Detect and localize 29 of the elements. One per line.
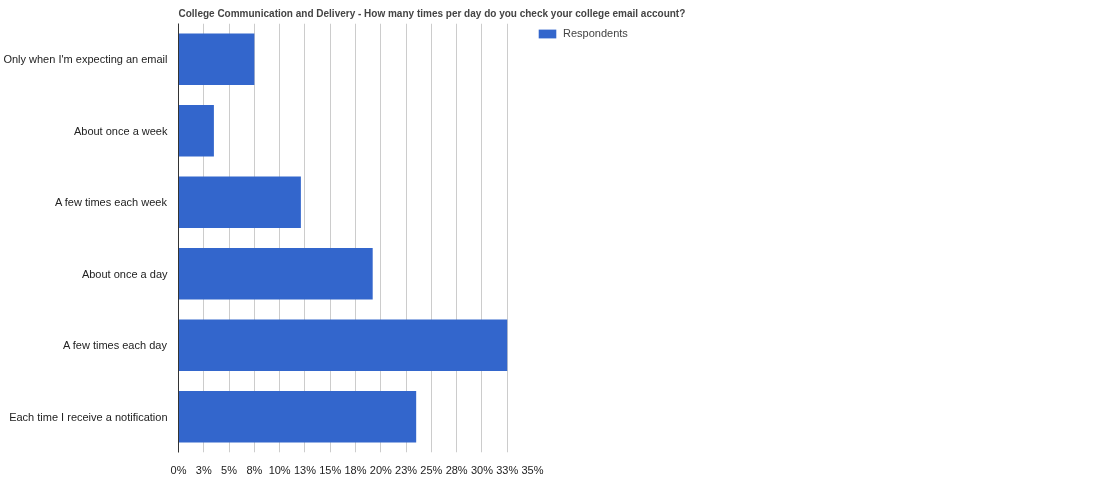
bar [178,105,214,157]
x-tick-label: 30% [470,463,494,476]
y-tick-label: A few times each week [55,196,168,209]
x-tick-label: 18% [344,463,367,476]
y-tick-label: A few times each day [62,339,168,352]
y-tick-label: About once a week [73,124,168,137]
y-tick-label: Only when I'm expecting an email [3,53,168,66]
x-tick-label: 23% [395,463,418,476]
bar [178,248,373,300]
x-tick-label: 8% [246,463,263,476]
bar [178,176,301,228]
x-tick-label: 35% [521,463,544,476]
bar [178,391,417,443]
chart-title: College Communication and Delivery - How many times per day do you check your college email account? [178,7,686,19]
bar [178,319,508,371]
x-tick-label: 5% [221,463,238,476]
y-tick-label: Each time I receive a notification [9,410,168,423]
x-tick-label: 20% [369,463,393,476]
x-tick-label: 33% [496,463,519,476]
y-tick-label: About once a day [81,267,168,280]
x-tick-label: 3% [195,463,212,476]
x-tick-label: 28% [445,463,468,476]
x-tick-label: 15% [319,463,342,476]
x-tick-label: 13% [293,463,317,476]
legend-label: Respondents [563,27,628,39]
bar [178,33,255,85]
x-tick-label: 25% [420,463,443,476]
x-tick-label: 10% [268,463,291,476]
x-tick-label: 0% [170,463,187,476]
